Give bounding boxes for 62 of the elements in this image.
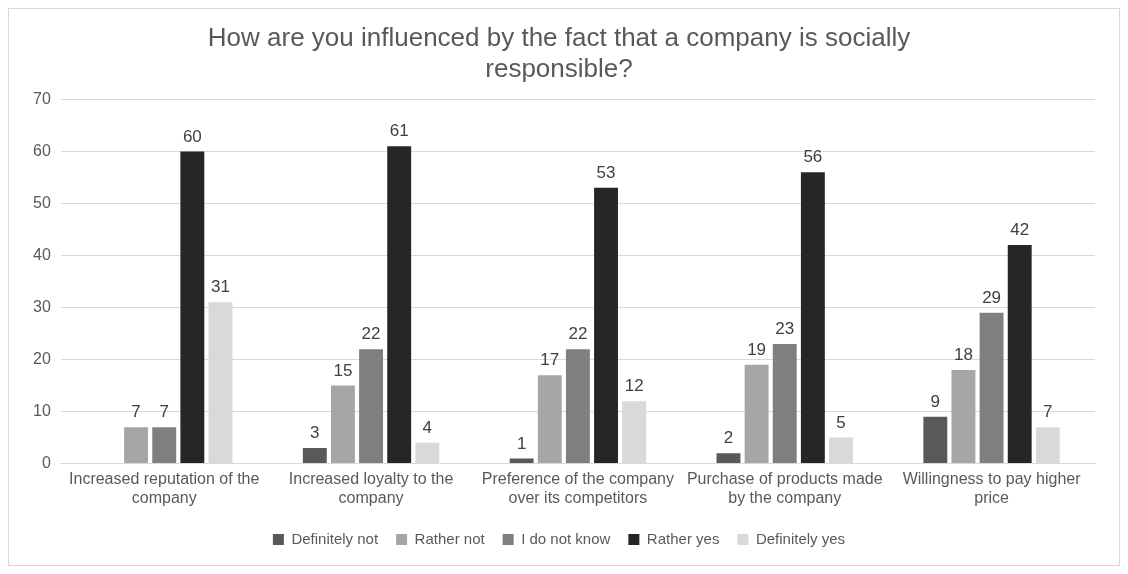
data-label: 19: [747, 339, 767, 359]
bar: [509, 458, 534, 464]
y-tick-label: 10: [33, 401, 51, 419]
bar: [800, 172, 825, 464]
data-label: 2: [723, 428, 734, 448]
bar: [744, 364, 769, 464]
data-label: 1: [516, 433, 527, 453]
data-label: 53: [596, 163, 616, 183]
legend-label: Rather not: [414, 529, 486, 547]
bar: [1007, 245, 1032, 464]
bar: [951, 369, 976, 464]
bar: [180, 151, 205, 464]
data-label: 60: [182, 126, 202, 146]
bar: [387, 146, 412, 464]
bar: [594, 187, 618, 464]
data-label: 5: [836, 412, 846, 432]
y-tick-label: 60: [33, 141, 51, 159]
data-label: 42: [1010, 220, 1030, 240]
data-label: 56: [803, 147, 823, 167]
data-label: 7: [159, 402, 169, 422]
data-label: 23: [775, 319, 795, 339]
data-label: 9: [930, 391, 941, 411]
y-tick-label: 70: [33, 89, 51, 107]
x-tick-label: Preference of the company over its competitors: [481, 469, 674, 506]
legend-label: Definitely not: [291, 529, 379, 547]
bar: [772, 343, 797, 464]
y-tick-label: 0: [41, 454, 51, 472]
bar: [359, 349, 384, 464]
bar: [716, 453, 741, 464]
bar: [979, 312, 1004, 464]
data-label: 7: [1043, 402, 1053, 422]
y-tick-label: 40: [33, 245, 51, 263]
data-label: 29: [982, 287, 1002, 307]
data-label: 15: [333, 360, 353, 380]
data-label: 31: [211, 277, 230, 297]
y-tick-label: 30: [33, 297, 51, 315]
data-label: 18: [953, 345, 973, 365]
data-label: 3: [310, 423, 320, 443]
data-label: 22: [361, 324, 381, 344]
x-tick-label: Purchase of products made by the company: [686, 469, 883, 506]
bar: [302, 447, 327, 464]
bar: [537, 375, 562, 464]
legend-label: Definitely yes: [755, 529, 846, 547]
legend-label: Rather yes: [646, 529, 720, 547]
bar: [124, 427, 149, 464]
bar: [565, 349, 590, 464]
data-label: 22: [568, 324, 588, 344]
chart-title: How are you influenced by the fact that a company is socially responsible?: [207, 21, 911, 83]
bar: [923, 416, 948, 464]
legend-label: I do not know: [521, 529, 611, 547]
y-tick-label: 20: [33, 349, 51, 367]
data-label: 12: [624, 376, 644, 396]
data-label: 61: [389, 121, 409, 141]
x-tick-label: Willingness to pay higher price: [902, 469, 1082, 506]
x-tick-label: Increased loyalty to the company: [288, 469, 454, 506]
bar: [330, 385, 355, 464]
x-tick-label: Increased reputation of the company: [69, 469, 260, 506]
data-label: 17: [540, 350, 560, 370]
y-tick-label: 50: [33, 193, 51, 211]
data-label: 4: [422, 417, 433, 437]
bar: [152, 427, 177, 464]
data-label: 7: [131, 402, 141, 422]
